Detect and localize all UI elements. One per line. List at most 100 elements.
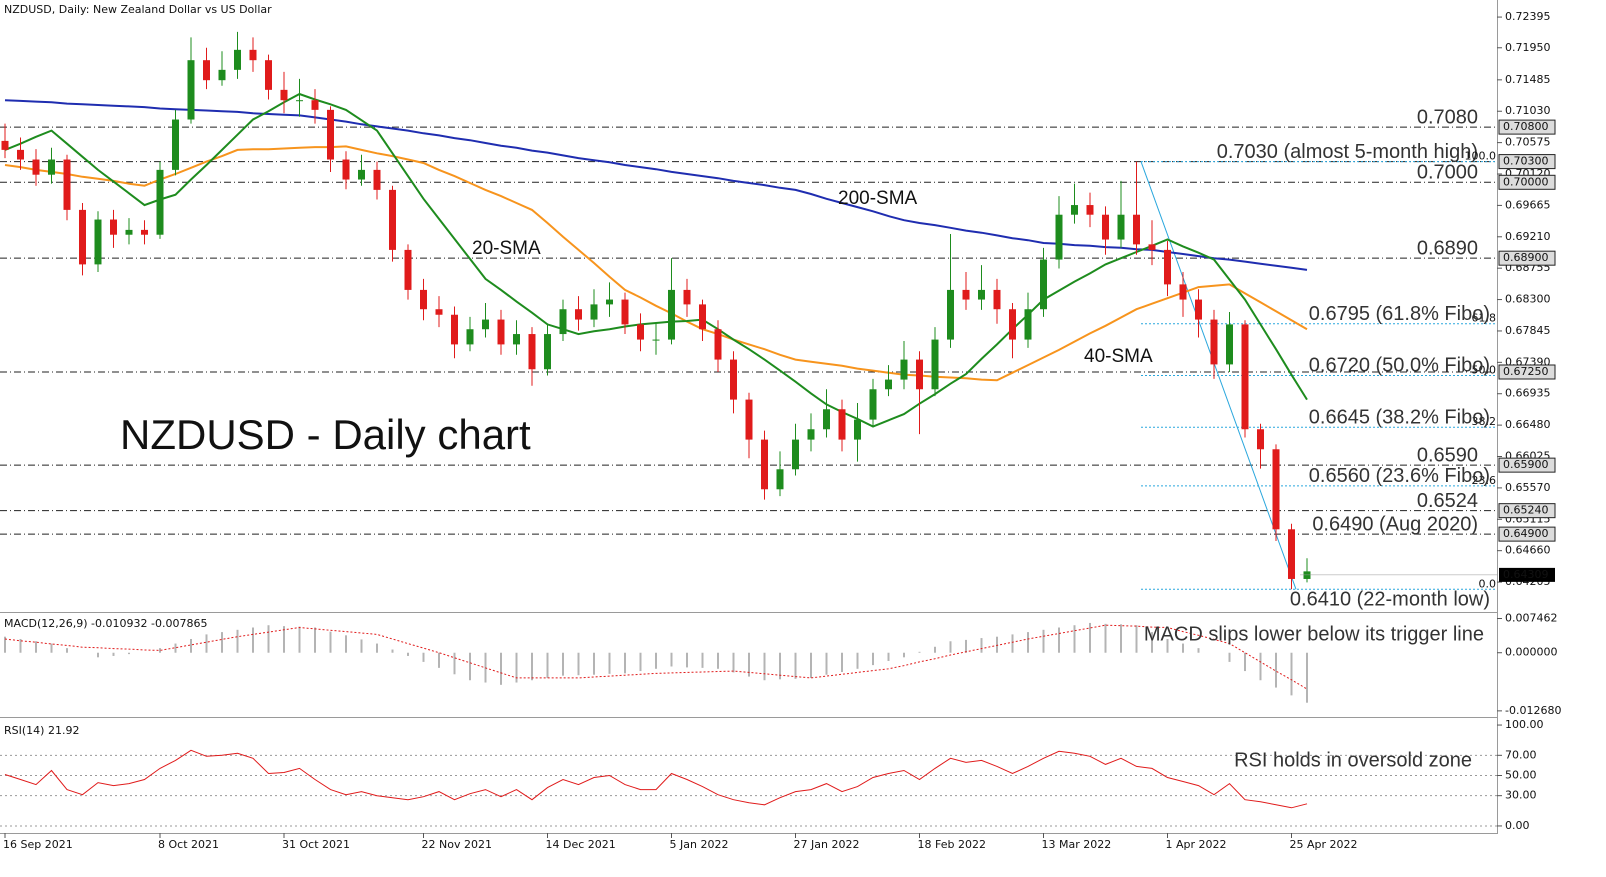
candle-body [358, 169, 365, 180]
candle-body [1102, 214, 1109, 240]
fibo-ratio: 100.0 [1465, 150, 1497, 163]
price-label: 0.64309 [1503, 568, 1549, 581]
plot-layer [0, 31, 1497, 827]
candle-body [559, 309, 567, 335]
x-tick-label: 22 Nov 2021 [422, 838, 492, 851]
fibo-annotation: 0.6795 (61.8% Fibo) [1309, 303, 1490, 325]
candle-body [916, 359, 923, 390]
level-box [1498, 457, 1556, 473]
candle-body [528, 334, 536, 370]
price-box [1499, 567, 1555, 582]
y-tick-label: 0.70575 [1505, 136, 1551, 149]
candle-body [823, 409, 830, 430]
x-tick-label: 14 Dec 2021 [546, 838, 616, 851]
panel-title: RSI(14) 21.92 [4, 724, 79, 737]
candle-body [947, 289, 954, 340]
candle-body [652, 339, 660, 341]
y-tick-label: 0.68300 [1505, 293, 1551, 306]
candle-body [125, 229, 133, 235]
candle-body [931, 339, 939, 390]
level-box [1498, 503, 1556, 519]
y-tick-label: 0.71485 [1505, 73, 1551, 86]
level-box-label: 0.70300 [1503, 155, 1549, 168]
candle-body [1009, 309, 1016, 340]
candle-body [234, 49, 241, 70]
candle-body [280, 89, 288, 101]
candle-body [776, 469, 784, 490]
y-tick-label: 0.66935 [1505, 387, 1551, 400]
candle-body [869, 389, 877, 420]
candle-body [32, 159, 40, 175]
candle-body [683, 289, 691, 305]
candle-body [1, 140, 9, 150]
y-tick-label: 0.71030 [1505, 104, 1551, 117]
rsi-line [4, 749, 1308, 809]
candle-body [249, 49, 257, 61]
y-tick-label: 0.000000 [1505, 646, 1558, 659]
sma-line [4, 99, 1308, 271]
level-box [1498, 364, 1556, 380]
candle-body [854, 419, 861, 440]
level-box-label: 0.68900 [1503, 251, 1549, 264]
level-annotation: 0.6524 [1417, 490, 1478, 512]
fibo-ratio: 61.8 [1472, 312, 1497, 325]
panel-annotation: RSI holds in oversold zone [1234, 749, 1472, 771]
candle-body [404, 249, 412, 290]
candle-body [513, 334, 520, 345]
level-box [1498, 154, 1556, 170]
candle-body [838, 409, 846, 440]
x-tick-label: 16 Sep 2021 [3, 838, 73, 851]
level-box [1498, 250, 1556, 266]
candle-body [218, 69, 226, 81]
candle-body [1117, 214, 1125, 240]
sma-line [4, 145, 1308, 382]
candle-body [730, 359, 737, 400]
candle-body [885, 379, 892, 390]
level-annotation: 0.6490 (Aug 2020) [1312, 513, 1478, 535]
candle-body [1210, 319, 1218, 365]
fibo-annotation: 0.6560 (23.6% Fibo) [1309, 465, 1490, 487]
level-box [1498, 526, 1556, 542]
y-tick-label: 0.66480 [1505, 418, 1551, 431]
x-tick-label: 13 Mar 2022 [1042, 838, 1112, 851]
level-annotation: 0.7030 (almost 5-month high) [1217, 141, 1478, 163]
x-tick-label: 8 Oct 2021 [158, 838, 219, 851]
candle-body [420, 289, 427, 310]
candle-body [575, 309, 582, 320]
level-annotation: 0.6590 [1417, 444, 1478, 466]
candle-body [807, 429, 815, 440]
candle-body [435, 309, 443, 315]
candle-body [156, 169, 164, 235]
candle-body [668, 289, 675, 340]
candle-body [714, 329, 722, 360]
y-tick-label: 0.71950 [1505, 41, 1551, 54]
y-tick-label: 0.007462 [1505, 612, 1558, 625]
candle-body [745, 399, 753, 440]
series-label: 200-SMA [838, 188, 918, 209]
x-tick-label: 25 Apr 2022 [1290, 838, 1358, 851]
candle-body [451, 314, 458, 345]
sma-line [4, 92, 1308, 428]
candle-body [1133, 214, 1140, 245]
candle-body [1226, 324, 1233, 365]
series-label: 40-SMA [1084, 346, 1153, 367]
y-tick-label: 0.00 [1505, 819, 1530, 832]
y-tick-label: 100.00 [1505, 718, 1544, 731]
candle-body [48, 159, 55, 175]
candle-body [79, 209, 86, 265]
candle-body [1164, 249, 1171, 285]
candle-body [978, 289, 985, 300]
panel-annotation: MACD slips lower below its trigger line [1144, 623, 1484, 645]
candle-body [373, 169, 381, 190]
x-tick-label: 27 Jan 2022 [794, 838, 860, 851]
x-tick-label: 5 Jan 2022 [670, 838, 729, 851]
candle-body [1179, 284, 1187, 300]
candle-body [1040, 259, 1047, 310]
level-box-label: 0.64900 [1503, 527, 1549, 540]
candle-body [327, 109, 334, 160]
fibo-annotation: 0.6645 (38.2% Fibo) [1309, 406, 1490, 428]
y-tick-label: 70.00 [1505, 748, 1537, 761]
candle-body [1024, 309, 1032, 340]
level-annotation: 0.7080 [1417, 106, 1478, 128]
